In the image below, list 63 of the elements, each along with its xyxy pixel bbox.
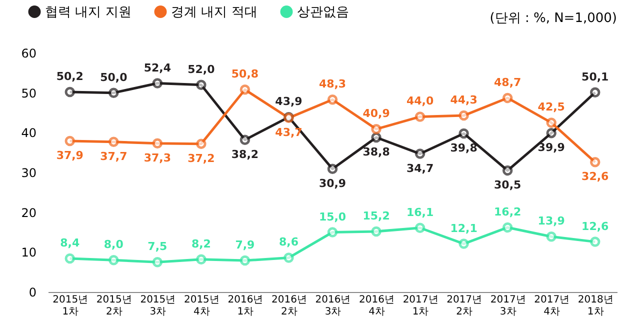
x-tick-label: 2016년 3차 xyxy=(315,294,351,318)
x-tick-label: 2015년 3차 xyxy=(140,294,176,318)
data-label: 38,8 xyxy=(362,145,390,158)
data-label: 48,7 xyxy=(494,76,522,90)
y-tick-label: 10 xyxy=(21,246,36,260)
data-label: 52,0 xyxy=(188,62,216,76)
x-tick-label: 2017년 2차 xyxy=(446,294,482,318)
x-tick-label: 2016년 2차 xyxy=(272,294,307,318)
x-tick-label: 2017년 1차 xyxy=(402,294,438,318)
data-label: 37,9 xyxy=(56,149,84,162)
x-tick-label: 2018년 1차 xyxy=(578,294,614,318)
data-label: 42,5 xyxy=(538,100,565,114)
data-label: 40,9 xyxy=(362,107,390,120)
data-label: 52,4 xyxy=(144,61,172,74)
data-label: 37,2 xyxy=(188,152,215,165)
x-tick-label: 2017년 3차 xyxy=(490,294,526,318)
legend-label: 경계 내지 적대 xyxy=(171,4,258,20)
x-tick-label: 2015년 1차 xyxy=(52,294,88,318)
data-label: 43,9 xyxy=(275,95,302,108)
data-label: 30,5 xyxy=(494,178,522,192)
data-label: 44,3 xyxy=(450,94,478,107)
data-label: 16,1 xyxy=(406,206,434,219)
data-label: 48,3 xyxy=(318,78,346,91)
x-tick-label: 2016년 1차 xyxy=(228,294,264,318)
data-label: 15,0 xyxy=(318,210,346,224)
data-label: 39,9 xyxy=(538,141,565,154)
y-tick-label: 60 xyxy=(21,46,36,60)
data-label: 38,2 xyxy=(231,148,259,161)
data-label: 39,8 xyxy=(450,141,478,154)
data-label: 13,9 xyxy=(538,214,565,228)
data-label: 37,3 xyxy=(144,151,171,164)
data-label: 8,0 xyxy=(104,238,124,252)
data-label: 16,2 xyxy=(494,205,522,218)
legend-label: 협력 내지 지원 xyxy=(45,4,132,20)
data-label: 43,7 xyxy=(275,126,302,139)
data-label: 12,6 xyxy=(582,220,610,233)
x-tick-label: 2015년 4차 xyxy=(184,294,220,318)
data-label: 44,0 xyxy=(406,94,434,108)
data-label: 50,0 xyxy=(100,70,128,84)
data-label: 32,6 xyxy=(582,170,610,184)
y-tick-label: 0 xyxy=(28,286,36,300)
data-label: 12,1 xyxy=(450,222,478,235)
data-label: 50,8 xyxy=(231,68,259,81)
legend-label: 상관없음 xyxy=(297,4,349,20)
data-label: 7,9 xyxy=(235,238,255,252)
data-label: 8,2 xyxy=(191,237,211,250)
y-tick-label: 50 xyxy=(21,86,36,100)
data-label: 30,9 xyxy=(318,176,346,190)
x-tick-label: 2017년 4차 xyxy=(534,294,570,318)
x-tick-label: 2016년 4차 xyxy=(359,294,394,318)
data-label: 15,2 xyxy=(362,209,390,222)
data-label: 37,7 xyxy=(100,150,128,163)
y-tick-label: 20 xyxy=(21,206,36,220)
text: (단위 : %, N=1,000) xyxy=(490,11,617,26)
data-label: 50,1 xyxy=(582,70,609,84)
data-label: 8,4 xyxy=(60,236,80,250)
data-label: 7,5 xyxy=(148,240,168,254)
data-label: 50,2 xyxy=(56,70,84,84)
data-label: 34,7 xyxy=(406,162,434,175)
x-tick-label: 2015년 2차 xyxy=(96,294,132,318)
y-tick-label: 30 xyxy=(21,166,36,180)
y-tick-label: 40 xyxy=(21,126,36,140)
data-label: 8,6 xyxy=(278,236,299,249)
